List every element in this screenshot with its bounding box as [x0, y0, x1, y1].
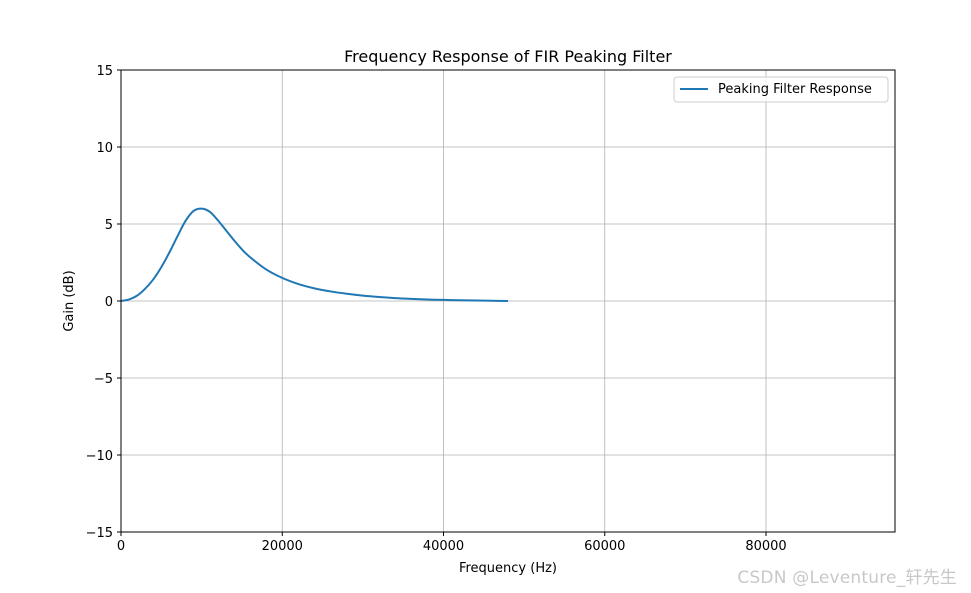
- legend: Peaking Filter Response: [673, 76, 889, 103]
- y-tick-label: 5: [105, 218, 113, 233]
- y-tick-label: −5: [94, 372, 113, 387]
- y-axis-label: Gain (dB): [62, 270, 77, 331]
- axis-ticks: 0 20000 40000 60000 80000 −15 −10 −5 0 5 10 15: [86, 64, 787, 554]
- y-tick-label: 15: [96, 64, 113, 79]
- y-tick-label: −15: [86, 526, 113, 541]
- y-tick-label: 10: [96, 141, 113, 156]
- x-tick-label: 20000: [262, 539, 303, 554]
- x-tick-label: 60000: [584, 539, 625, 554]
- legend-label: Peaking Filter Response: [718, 82, 872, 97]
- y-tick-label: −10: [86, 449, 113, 464]
- x-tick-label: 80000: [745, 539, 786, 554]
- grid-lines: [120, 69, 895, 533]
- series-layer: [120, 207, 509, 302]
- chart-title: Frequency Response of FIR Peaking Filter: [344, 47, 672, 66]
- watermark: CSDN @Leventure_轩先生: [737, 568, 957, 588]
- x-axis-label: Frequency (Hz): [459, 561, 557, 576]
- legend-box: [673, 76, 889, 103]
- x-tick-label: 40000: [423, 539, 464, 554]
- series-line-peaking-filter-response: [120, 207, 509, 302]
- x-tick-label: 0: [117, 539, 125, 554]
- y-tick-label: 0: [105, 295, 113, 310]
